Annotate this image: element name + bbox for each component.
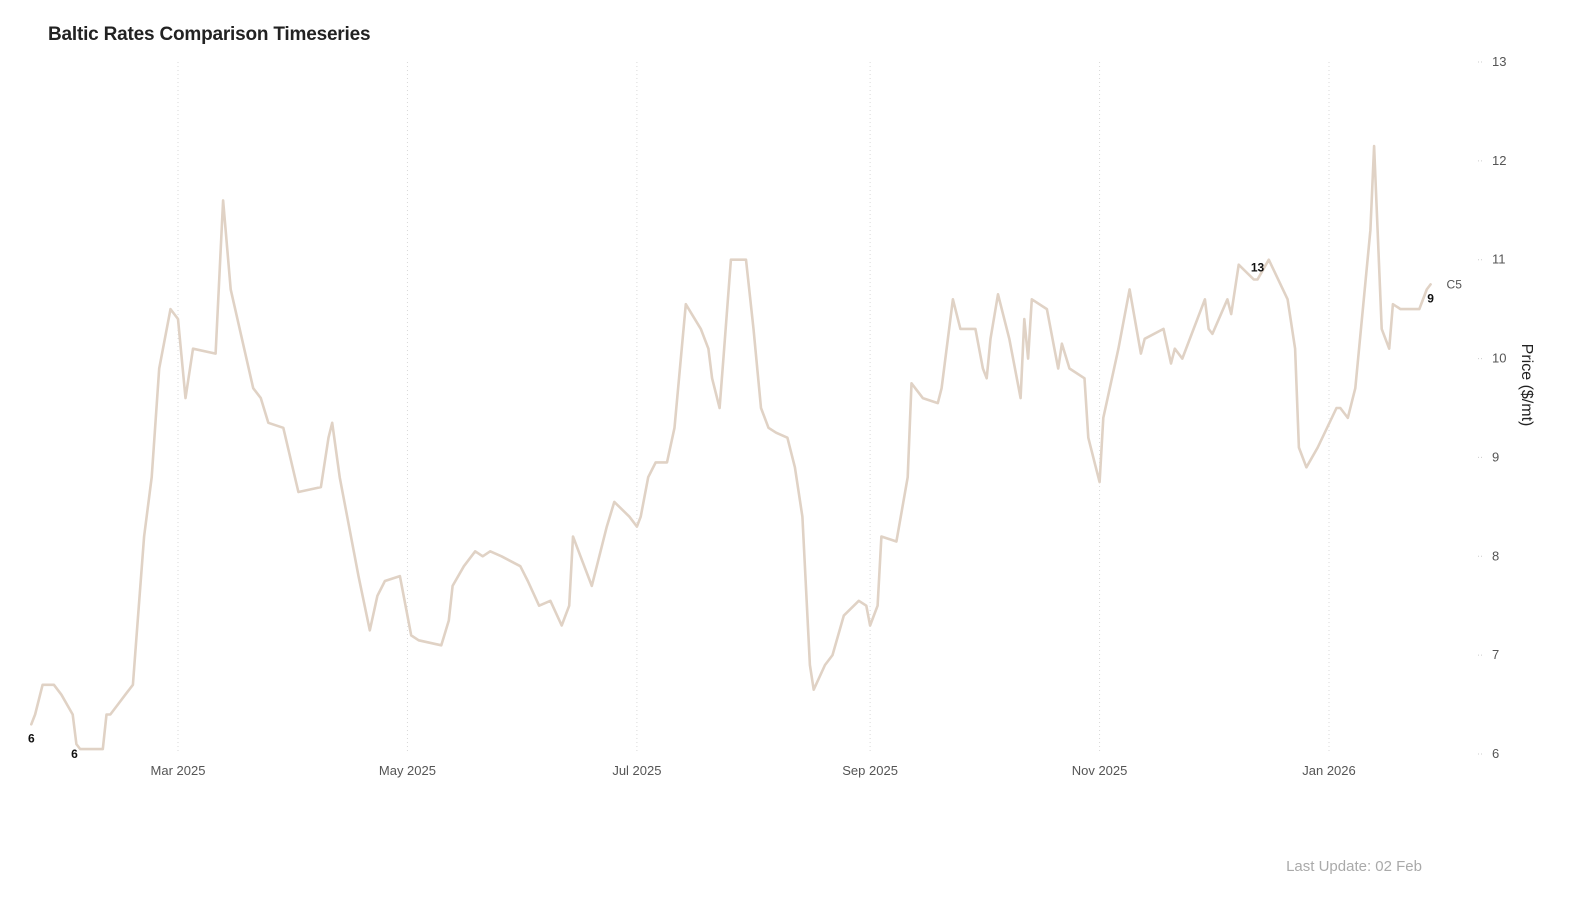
y-tick-label: 9 bbox=[1492, 449, 1499, 464]
y-tick-label: 10 bbox=[1492, 351, 1506, 366]
x-tick-label: Mar 2025 bbox=[151, 763, 206, 778]
data-labels: C5 6 6 13 9 bbox=[28, 260, 1462, 761]
y-tick-label: 6 bbox=[1492, 746, 1499, 761]
x-axis: Mar 2025 May 2025 Jul 2025 Sep 2025 Nov 2025… bbox=[151, 763, 1356, 778]
data-label: 13 bbox=[1251, 260, 1265, 274]
x-tick-label: May 2025 bbox=[379, 763, 436, 778]
grid-lines bbox=[177, 62, 1330, 754]
y-tick-label: 8 bbox=[1492, 548, 1499, 563]
data-label: 6 bbox=[71, 747, 78, 761]
y-tick-label: 12 bbox=[1492, 153, 1506, 168]
x-tick-label: Jul 2025 bbox=[612, 763, 661, 778]
y-tick-label: 13 bbox=[1492, 54, 1506, 69]
series-name-label: C5 bbox=[1447, 277, 1463, 291]
y-axis: 6 7 8 9 10 11 12 13 bbox=[1478, 54, 1506, 761]
series-line-c5 bbox=[30, 144, 1432, 751]
x-tick-label: Jan 2026 bbox=[1302, 763, 1356, 778]
series-group bbox=[30, 144, 1432, 751]
y-tick-label: 7 bbox=[1492, 647, 1499, 662]
x-tick-label: Sep 2025 bbox=[842, 763, 898, 778]
chart-title: Baltic Rates Comparison Timeseries bbox=[48, 24, 371, 45]
last-update-text: Last Update: 02 Feb bbox=[1286, 858, 1422, 875]
y-tick-label: 11 bbox=[1492, 252, 1506, 267]
x-tick-label: Nov 2025 bbox=[1072, 763, 1128, 778]
y-axis-label: Price ($/mt) bbox=[1518, 344, 1535, 427]
data-label: 9 bbox=[1427, 291, 1434, 305]
data-label: 6 bbox=[28, 731, 35, 745]
